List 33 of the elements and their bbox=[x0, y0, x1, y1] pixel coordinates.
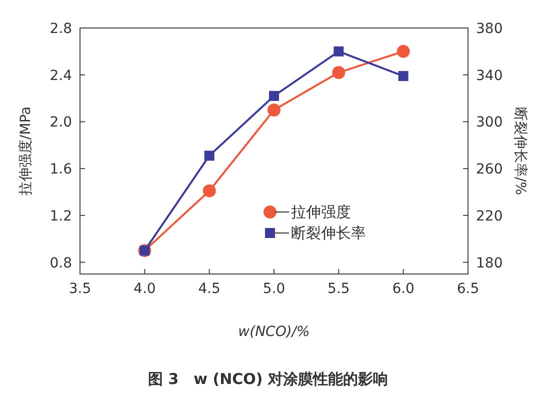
x-tick-label: 6.0 bbox=[392, 281, 414, 297]
y-tick-label: 1.2 bbox=[50, 208, 72, 224]
y-tick-label: 0.8 bbox=[50, 255, 72, 272]
point bbox=[204, 150, 214, 161]
x-axis-title: w(NCO)/% bbox=[238, 324, 310, 340]
x-tick-label: 5.0 bbox=[262, 281, 286, 297]
y2-tick-label: 260 bbox=[476, 162, 503, 178]
point bbox=[398, 71, 408, 82]
legend-label: 拉伸强度 bbox=[291, 203, 351, 221]
y2-axis-title: 断裂伸长率/% bbox=[512, 106, 528, 196]
y2-tick-label: 180 bbox=[476, 255, 503, 272]
legend-label: 断裂伸长率 bbox=[291, 224, 366, 242]
x-tick-label: 4.0 bbox=[134, 281, 156, 297]
x-tick-label: 3.5 bbox=[68, 281, 92, 297]
point bbox=[334, 46, 344, 56]
caption: 图 3 w (NCO) 对涂膜性能的影响 bbox=[148, 370, 388, 388]
y-tick-label: 2.0 bbox=[50, 114, 72, 131]
x-tick-label: 4.5 bbox=[198, 281, 220, 297]
y2-tick-label: 220 bbox=[476, 208, 503, 224]
y-tick-label: 2.4 bbox=[50, 68, 72, 84]
x-tick-label: 6.5 bbox=[456, 281, 480, 297]
point bbox=[396, 44, 410, 58]
point bbox=[202, 184, 216, 198]
y-tick-label: 1.6 bbox=[50, 162, 72, 178]
y2-tick-label: 340 bbox=[476, 68, 503, 84]
y2-tick-label: 300 bbox=[476, 114, 503, 131]
y2-tick-label: 380 bbox=[476, 21, 503, 37]
y-tick-label: 2.8 bbox=[50, 21, 72, 37]
y-axis-title: 拉伸强度/MPa bbox=[18, 106, 34, 196]
point bbox=[268, 104, 280, 116]
point bbox=[332, 66, 346, 80]
x-tick-label: 5.5 bbox=[328, 281, 350, 297]
point bbox=[269, 90, 279, 101]
